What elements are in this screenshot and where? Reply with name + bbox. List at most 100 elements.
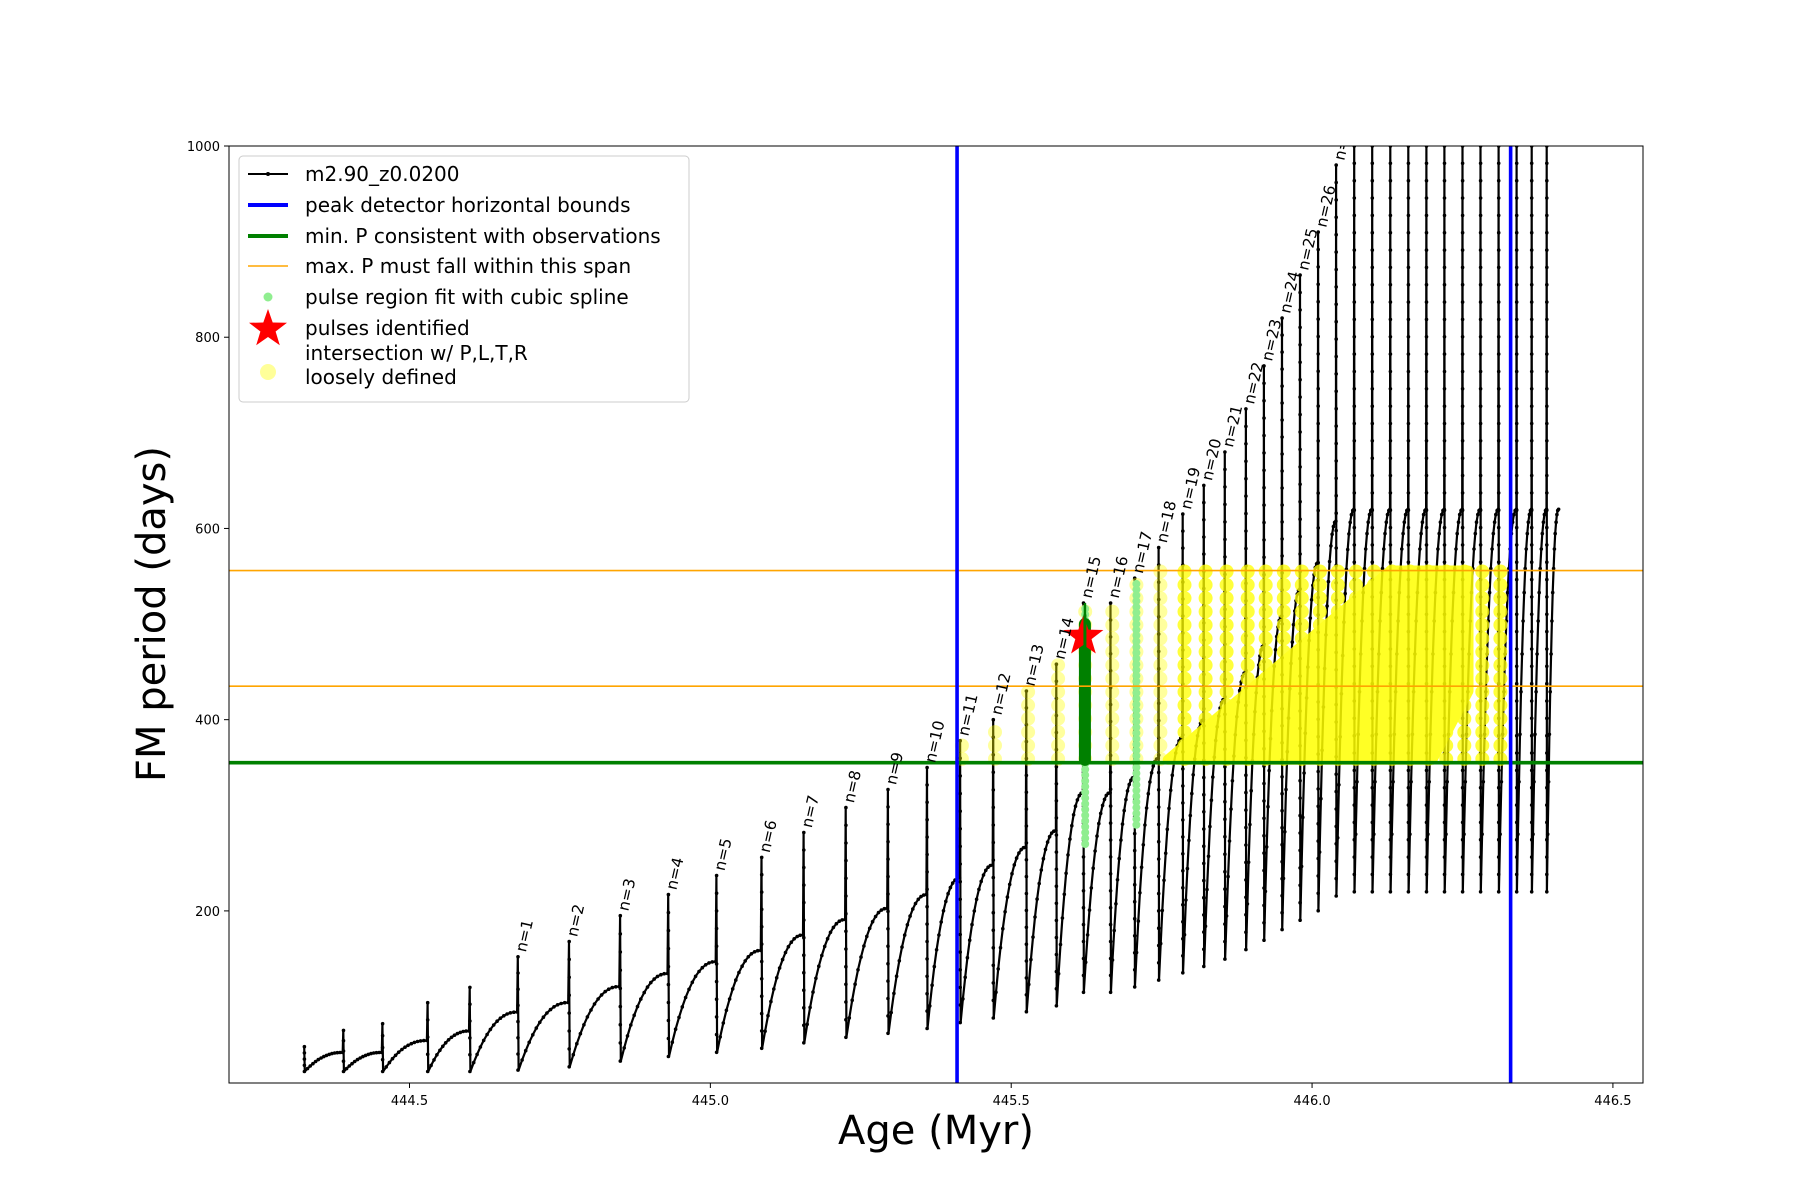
track-point xyxy=(1545,832,1550,836)
plot-area: n=1 n=2n=3n=4n=5n=6n=7n=8n=9n=10n=11 n=12n… xyxy=(229,146,1643,1083)
track-point xyxy=(1424,439,1429,443)
intersection-point xyxy=(1475,564,1490,579)
track-point xyxy=(1460,213,1465,218)
track-point xyxy=(844,1017,848,1022)
track-point xyxy=(1478,387,1483,391)
track-point xyxy=(873,914,878,919)
track-point xyxy=(759,1011,764,1016)
track-point xyxy=(1024,739,1029,744)
track-point xyxy=(1280,469,1284,473)
track-point xyxy=(1352,543,1357,547)
track-point xyxy=(1202,775,1206,780)
intersection-point xyxy=(1177,725,1192,740)
track-point xyxy=(802,883,806,887)
track-point xyxy=(1460,837,1465,842)
track-point xyxy=(1406,300,1411,304)
track-point xyxy=(1298,395,1302,399)
track-point xyxy=(1167,806,1171,811)
track-point xyxy=(1496,421,1501,426)
track-point xyxy=(1539,547,1544,551)
track-point xyxy=(759,994,764,998)
spline-point xyxy=(1132,614,1141,623)
track-point xyxy=(1108,973,1113,978)
track-point xyxy=(1424,820,1429,825)
track-point xyxy=(1280,893,1284,898)
track-point xyxy=(1460,560,1465,564)
track-point xyxy=(759,959,764,964)
track-point xyxy=(380,1033,385,1038)
track-point xyxy=(1266,804,1270,809)
track-point xyxy=(974,897,979,902)
track-point xyxy=(481,1038,486,1043)
track-point xyxy=(1156,563,1161,567)
track-point xyxy=(1442,421,1447,426)
track-point xyxy=(958,950,962,954)
track-point xyxy=(905,923,910,927)
track-point xyxy=(1262,921,1266,925)
track-point xyxy=(1181,954,1185,958)
track-point xyxy=(1514,716,1519,721)
track-point xyxy=(1460,230,1465,235)
track-point xyxy=(1424,213,1429,218)
track-point xyxy=(1498,832,1502,836)
track-point xyxy=(302,1051,307,1055)
track-point xyxy=(1081,889,1086,893)
track-point xyxy=(991,788,996,792)
intersection-point xyxy=(1457,725,1472,740)
intersection-point xyxy=(1240,644,1255,659)
track-point xyxy=(1188,813,1193,818)
track-point xyxy=(1223,450,1227,454)
track-point xyxy=(1316,317,1320,321)
track-point xyxy=(1406,178,1411,183)
track-point xyxy=(1370,213,1375,218)
track-point xyxy=(567,957,571,962)
track-point xyxy=(1460,820,1465,825)
track-point xyxy=(1327,559,1332,564)
track-point xyxy=(972,909,977,913)
track-point xyxy=(867,926,872,931)
track-point xyxy=(1496,300,1501,304)
track-point xyxy=(1514,213,1519,218)
track-point xyxy=(1102,797,1107,802)
track-point xyxy=(1424,837,1429,842)
intersection-point xyxy=(1276,618,1291,632)
track-point xyxy=(1089,886,1094,890)
track-point xyxy=(645,985,650,989)
spline-point xyxy=(1132,752,1141,760)
track-point xyxy=(714,1015,719,1019)
track-point xyxy=(1460,543,1465,547)
track-point xyxy=(802,935,806,940)
track-point xyxy=(886,822,890,827)
intersection-point xyxy=(1493,671,1508,686)
track-point xyxy=(1545,872,1549,877)
track-point xyxy=(1024,841,1029,845)
track-point xyxy=(1545,161,1549,166)
track-point xyxy=(655,974,660,979)
track-point xyxy=(1442,491,1447,495)
track-point xyxy=(820,953,824,958)
track-point xyxy=(1156,961,1161,965)
track-point xyxy=(1460,248,1465,252)
intersection-point xyxy=(1105,711,1120,726)
track-point xyxy=(789,940,794,944)
track-point xyxy=(1442,265,1447,270)
track-point xyxy=(1406,491,1411,495)
track-point xyxy=(1348,520,1352,525)
track-point xyxy=(1165,827,1170,832)
track-point xyxy=(1388,369,1393,374)
track-point xyxy=(505,1012,509,1016)
track-point xyxy=(1406,352,1411,356)
track-point xyxy=(1478,785,1483,790)
track-point xyxy=(1223,817,1227,821)
spline-point xyxy=(1132,666,1141,674)
track-point xyxy=(991,823,996,827)
track-point xyxy=(1337,783,1341,787)
intersection-point xyxy=(1276,564,1291,579)
track-point xyxy=(1545,265,1549,270)
track-point xyxy=(589,1008,593,1012)
track-point xyxy=(1499,780,1504,784)
track-point xyxy=(311,1061,315,1066)
track-point xyxy=(1436,547,1440,551)
spline-point xyxy=(1081,788,1090,797)
track-point xyxy=(1156,857,1161,861)
